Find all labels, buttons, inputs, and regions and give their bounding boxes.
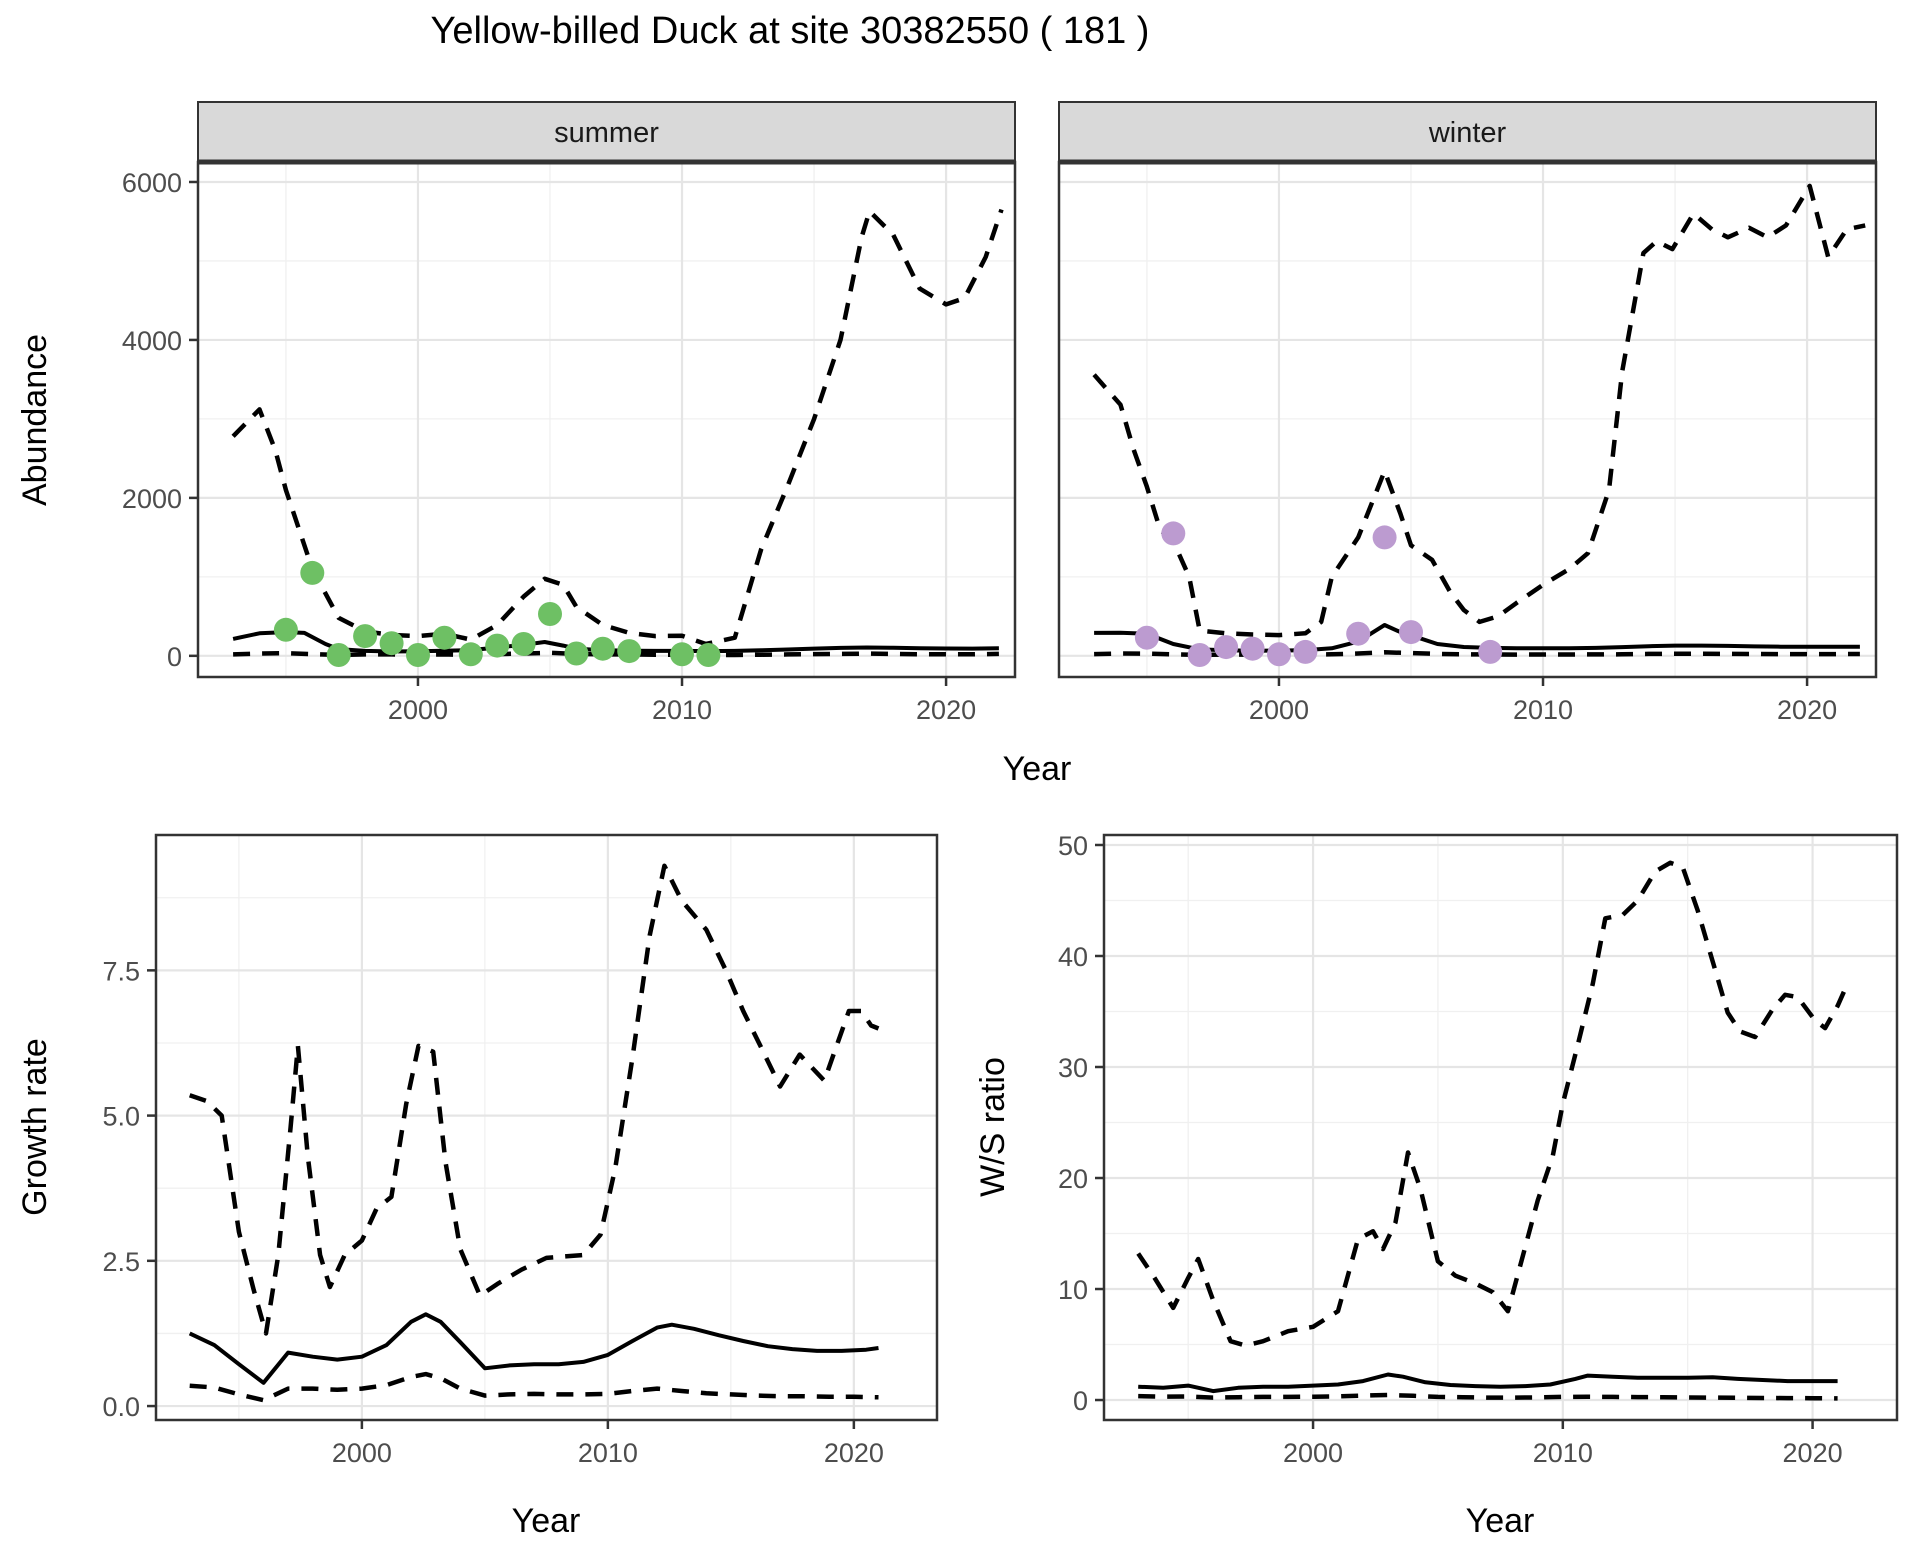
x-tick-label: 2000 bbox=[332, 1438, 392, 1468]
data-point bbox=[564, 641, 589, 666]
panel-border bbox=[154, 833, 939, 1422]
series-group bbox=[188, 863, 880, 1403]
x-tick-label: 2020 bbox=[824, 1438, 884, 1468]
series-group bbox=[231, 208, 1004, 667]
y-tick-label: 40 bbox=[1058, 942, 1088, 972]
series-lower-credible-interval bbox=[1138, 1392, 1838, 1401]
y-axis-title-abundance: Abundance bbox=[16, 334, 54, 506]
x-axis-title-top: Year bbox=[1003, 750, 1072, 788]
data-point bbox=[1240, 636, 1265, 661]
data-point bbox=[273, 617, 298, 642]
axis-ticks: 2000 2010 2020 0 2000 4000 6000 bbox=[122, 168, 976, 725]
y-tick-label: 2000 bbox=[122, 484, 182, 514]
y-tick-label: 50 bbox=[1058, 831, 1088, 861]
x-axis-title-ws-ratio: Year bbox=[1466, 1502, 1535, 1540]
y-tick-label: 4000 bbox=[122, 326, 182, 356]
axis-ticks: 2000 2010 2020 bbox=[1249, 677, 1837, 725]
facet-strip-label: summer bbox=[554, 117, 659, 149]
y-tick-label: 0.0 bbox=[102, 1392, 140, 1422]
panel-border bbox=[1102, 833, 1899, 1422]
series-group bbox=[1136, 860, 1848, 1401]
x-axis-title-growth-rate: Year bbox=[512, 1502, 581, 1540]
gridlines bbox=[156, 835, 937, 1420]
panel-abundance-winter: 2000 2010 2020 winter bbox=[1057, 101, 1878, 725]
axis-ticks: 2000 2010 2020 0 10 20 30 40 50 bbox=[1058, 831, 1843, 1468]
data-point bbox=[670, 642, 694, 667]
data-point bbox=[432, 625, 457, 650]
data-point bbox=[1399, 620, 1423, 645]
panel-abundance-summer: 2000 2010 2020 0 2000 4000 6000 summer bbox=[122, 101, 1017, 725]
series-upper-credible-interval bbox=[1136, 860, 1848, 1348]
data-point bbox=[1187, 643, 1212, 667]
x-tick-label: 2020 bbox=[916, 695, 976, 725]
x-tick-label: 2000 bbox=[1283, 1438, 1343, 1468]
facet-strip-label: winter bbox=[1428, 117, 1507, 149]
series-median bbox=[1138, 1372, 1838, 1394]
y-tick-label: 2.5 bbox=[102, 1247, 140, 1277]
data-point bbox=[458, 642, 483, 667]
data-point bbox=[406, 643, 430, 667]
data-point bbox=[485, 633, 510, 658]
plot-title: Yellow-billed Duck at site 30382550 ( 18… bbox=[430, 10, 1150, 52]
series-group bbox=[1092, 183, 1866, 667]
x-tick-label: 2010 bbox=[652, 695, 712, 725]
panel-growth-rate: 2000 2010 2020 0.0 2.5 5.0 7.5 bbox=[102, 833, 939, 1468]
panel-ws-ratio: 2000 2010 2020 0 10 20 30 40 50 bbox=[1058, 831, 1899, 1468]
y-tick-label: 7.5 bbox=[102, 956, 140, 986]
series-lower-credible-interval bbox=[233, 650, 999, 658]
axis-ticks: 2000 2010 2020 0.0 2.5 5.0 7.5 bbox=[102, 956, 883, 1468]
x-tick-label: 2010 bbox=[1533, 1438, 1593, 1468]
data-point bbox=[1372, 525, 1397, 550]
y-tick-label: 20 bbox=[1058, 1164, 1088, 1194]
data-point bbox=[1267, 642, 1291, 667]
data-point bbox=[1214, 635, 1239, 660]
x-tick-label: 2020 bbox=[1783, 1438, 1843, 1468]
data-point bbox=[1346, 621, 1371, 646]
series-observed-counts bbox=[1134, 521, 1503, 667]
data-point bbox=[326, 643, 351, 667]
y-tick-label: 30 bbox=[1058, 1053, 1088, 1083]
series-upper-credible-interval bbox=[231, 208, 1004, 647]
series-observed-counts bbox=[273, 560, 721, 667]
data-point bbox=[696, 643, 721, 667]
y-tick-label: 0 bbox=[167, 642, 182, 672]
x-tick-label: 2010 bbox=[578, 1438, 638, 1468]
data-point bbox=[1478, 639, 1503, 664]
y-tick-label: 5.0 bbox=[102, 1102, 140, 1132]
facet-strip bbox=[1058, 101, 1877, 163]
series-upper-credible-interval bbox=[1092, 183, 1866, 638]
x-tick-label: 2020 bbox=[1777, 695, 1837, 725]
y-axis-title-ws-ratio: W/S ratio bbox=[974, 1057, 1012, 1197]
data-point bbox=[511, 632, 536, 656]
data-point bbox=[590, 636, 615, 661]
series-lower-credible-interval bbox=[189, 1371, 879, 1403]
data-point bbox=[1293, 639, 1318, 664]
facet-strip bbox=[197, 101, 1016, 163]
y-tick-label: 0 bbox=[1073, 1386, 1088, 1416]
series-upper-credible-interval bbox=[188, 863, 880, 1336]
x-tick-label: 2000 bbox=[1249, 695, 1309, 725]
data-point bbox=[1161, 521, 1186, 546]
x-tick-label: 2000 bbox=[388, 695, 448, 725]
panel-background bbox=[156, 835, 937, 1420]
data-point bbox=[353, 624, 378, 649]
x-tick-label: 2010 bbox=[1513, 695, 1573, 725]
data-point bbox=[379, 631, 404, 656]
y-axis-title-growth-rate: Growth rate bbox=[16, 1038, 54, 1216]
y-tick-label: 10 bbox=[1058, 1275, 1088, 1305]
data-point bbox=[538, 602, 562, 626]
gridlines bbox=[198, 162, 1015, 677]
data-point bbox=[617, 639, 642, 664]
data-point bbox=[300, 560, 325, 585]
series-median bbox=[188, 1312, 879, 1385]
panel-background bbox=[1104, 835, 1897, 1420]
data-point bbox=[1134, 625, 1159, 650]
y-tick-label: 6000 bbox=[122, 168, 182, 198]
